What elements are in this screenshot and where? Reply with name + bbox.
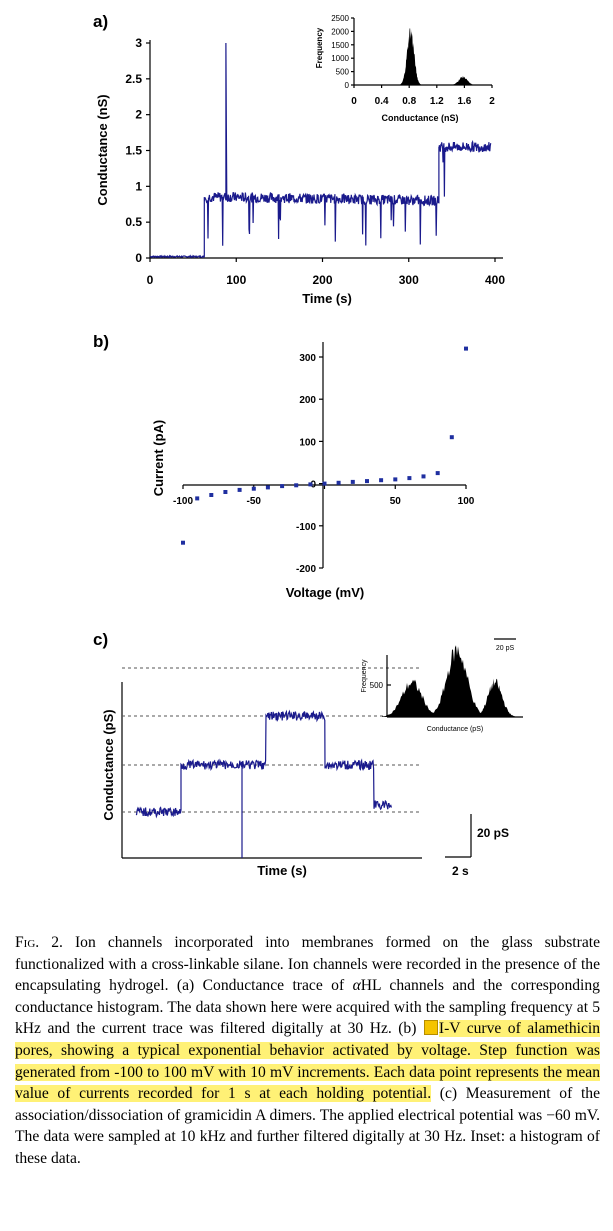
data-point: [251, 486, 256, 491]
panel-a-xlabel: Time (s): [302, 291, 352, 306]
data-point: [449, 435, 454, 440]
data-point: [393, 477, 398, 482]
caption-text-1: Ion channels incorporated into membranes…: [15, 934, 600, 995]
panel-a-xtick-label: 200: [312, 273, 332, 287]
panel-b-xtick-label: -50: [247, 496, 262, 507]
panel-c-label: c): [93, 630, 108, 649]
inset-a-ytick-label: 1000: [331, 54, 349, 63]
inset-c-ylabel: Frequency: [361, 659, 368, 693]
data-point: [181, 540, 185, 545]
panel-c-inset-histogram: 500 Frequency Conductance (pS) 20 pS: [361, 638, 523, 733]
data-point: [464, 346, 468, 351]
panel-a-xtick-label: 300: [399, 273, 419, 287]
inset-a-ytick-label: 0: [345, 81, 350, 90]
panel-b-ytick-label: 0: [310, 480, 316, 491]
data-point: [195, 496, 200, 501]
inset-a-xtick-label: 0.4: [375, 96, 389, 107]
panel-b-ytick-label: -100: [296, 522, 316, 533]
panel-c-xlabel: Time (s): [257, 863, 307, 878]
inset-c-ytick-label: 500: [370, 681, 384, 690]
panel-a-label: a): [93, 12, 108, 31]
inset-c-scale-bar-label: 20 pS: [496, 645, 515, 652]
panel-a-xtick-label: 100: [226, 273, 246, 287]
inset-c-xlabel: Conductance (pS): [427, 726, 483, 733]
data-point: [322, 481, 327, 486]
data-point: [336, 480, 341, 485]
data-point: [209, 493, 214, 497]
data-point: [365, 479, 369, 484]
panel-b-ytick-label: 100: [299, 437, 316, 448]
data-point: [294, 483, 299, 488]
data-point: [223, 490, 228, 494]
data-point: [265, 485, 270, 490]
inset-a-histogram-peak: [400, 27, 421, 86]
panel-a-ytick-label: 2.5: [125, 72, 142, 86]
inset-a-xtick-label: 0: [351, 96, 357, 107]
data-point: [280, 484, 285, 489]
data-point: [379, 478, 384, 483]
panel-c-chart: Conductance (pS) Time (s) 20 pS 2 s: [101, 667, 509, 878]
inset-a-ytick-label: 500: [336, 68, 350, 77]
inset-a-xtick-label: 0.8: [402, 96, 416, 107]
panel-a-ytick-label: 3: [135, 36, 142, 50]
data-point: [237, 487, 242, 492]
inset-a-xtick-label: 2: [489, 96, 495, 107]
caption-alpha: α: [352, 977, 361, 995]
panel-b-ylabel: Current (pA): [151, 420, 166, 497]
inset-a-histogram-peak: [450, 75, 476, 85]
inset-a-ytick-label: 2500: [331, 14, 349, 23]
inset-c-histogram-peak: [382, 679, 442, 717]
panel-b-chart: -200 -100 0 100 200 300 -100 -50 50 100 Current …: [151, 342, 475, 600]
data-point: [435, 471, 440, 476]
panel-b-ytick-label: 300: [299, 353, 316, 364]
panel-c-conductance-trace: [135, 709, 392, 858]
caption-text-3: (c) Measurement of the association/disso…: [15, 1085, 600, 1167]
panel-b-label: b): [93, 332, 109, 351]
data-point: [308, 482, 313, 487]
inset-a-ytick-label: 2000: [331, 27, 349, 36]
caption-fig-number: Fig. 2.: [15, 934, 63, 951]
data-point: [407, 476, 412, 481]
panel-c-ylabel: Conductance (pS): [101, 709, 116, 820]
inset-c-histogram-peak: [474, 678, 516, 717]
panel-a-ytick-label: 0: [135, 251, 142, 265]
panel-b-ytick-label: 200: [299, 395, 316, 406]
panel-a-xtick-label: 0: [147, 273, 154, 287]
panel-b-ytick-label: -200: [296, 564, 316, 575]
scale-bar-y-label: 20 pS: [477, 826, 509, 840]
panel-a-ytick-label: 0.5: [125, 215, 142, 229]
inset-a-xtick-label: 1.6: [457, 96, 471, 107]
inset-a-ylabel: Frequency: [315, 27, 324, 68]
figure-panels: a) 00.511.522.53 0 100 200 300 400 Conductan…: [93, 12, 523, 878]
panel-a-ytick-label: 2: [135, 108, 142, 122]
panel-b-xtick-label: 100: [458, 496, 475, 507]
scale-bar-x-label: 2 s: [452, 864, 469, 878]
panel-a-inset-histogram: 0 500 1000 1500 2000 2500 0 0.4 0.8 1.2 1.6 2 Freq…: [315, 14, 495, 123]
inset-a-xlabel: Conductance (nS): [381, 113, 458, 123]
inset-c-histogram-peak: [427, 645, 487, 717]
panel-b-xtick-label: -100: [173, 496, 193, 507]
caption-text-2: HL channels and the corresponding conduc…: [15, 977, 600, 1038]
panel-b-xtick-label: 50: [390, 496, 402, 507]
panel-a-xtick-label: 400: [485, 273, 505, 287]
inset-a-ytick-label: 1500: [331, 41, 349, 50]
panel-a-ytick-label: 1: [135, 179, 142, 193]
panel-a-conductance-trace: [149, 43, 492, 259]
panel-a-ylabel: Conductance (nS): [95, 94, 110, 205]
panel-a-chart: 00.511.522.53 0 100 200 300 400 Conductance …: [95, 36, 505, 306]
figure-caption: Fig. 2. Ion channels incorporated into m…: [15, 932, 600, 1170]
data-point: [421, 474, 426, 479]
panel-a-ytick-label: 1.5: [125, 144, 142, 158]
inset-a-xtick-label: 1.2: [430, 96, 444, 107]
panel-b-xlabel: Voltage (mV): [286, 585, 365, 600]
sticky-note-icon[interactable]: [423, 1020, 438, 1036]
data-point: [350, 479, 355, 484]
